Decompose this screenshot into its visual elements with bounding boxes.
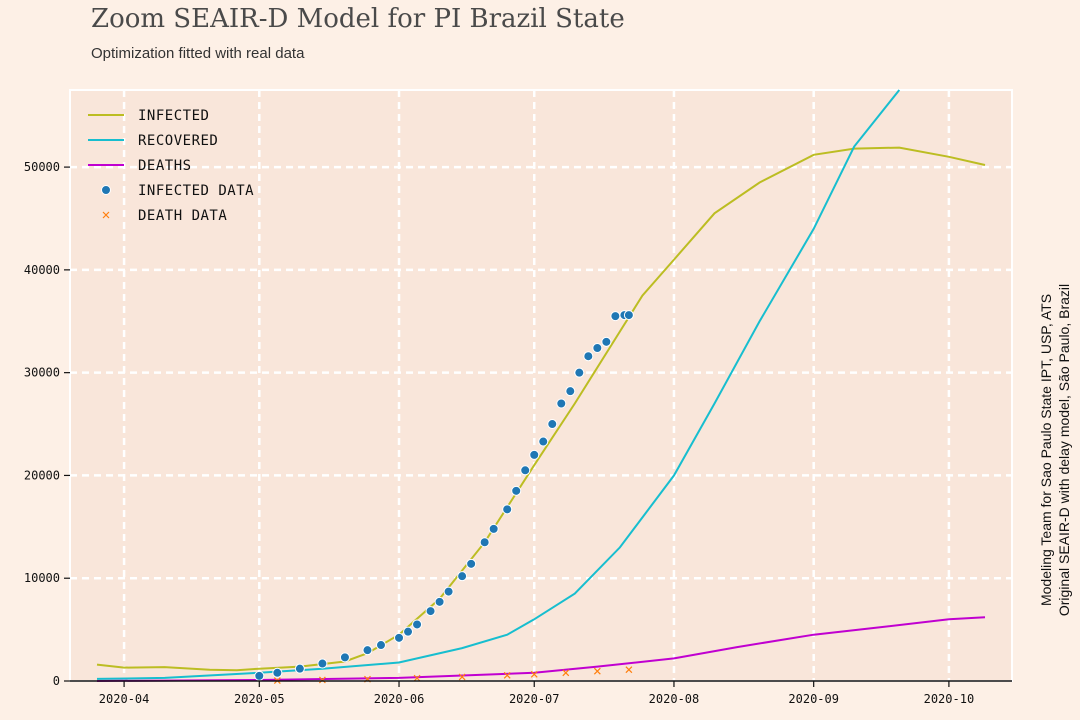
infected-data-point	[520, 465, 531, 476]
legend-label: RECOVERED	[138, 133, 218, 149]
infected-data-point	[547, 419, 558, 430]
credit-line-1: Modeling Team for Sao Paulo State IPT, U…	[1038, 294, 1054, 606]
x-tick-label: 2020-06	[374, 692, 425, 706]
infected-data-point	[403, 626, 414, 637]
infected-data-point	[610, 311, 621, 322]
infected-data-point	[479, 537, 490, 548]
x-tick-label: 2020-07	[509, 692, 560, 706]
infected-data-point	[375, 640, 386, 651]
infected-data-point	[254, 670, 265, 681]
credit-text: Modeling Team for Sao Paulo State IPT, U…	[1038, 284, 1072, 616]
infected-data-point	[574, 367, 585, 378]
infected-data-point	[425, 606, 436, 617]
series-line-recovered	[96, 89, 901, 680]
infected-data-point	[394, 632, 405, 643]
death-data-point	[458, 673, 466, 681]
legend-label: INFECTED	[138, 108, 209, 124]
chart-marks	[96, 89, 986, 685]
y-tick-label: 0	[53, 674, 60, 688]
legend-swatch-dot	[101, 185, 111, 195]
death-data-point	[530, 670, 538, 678]
infected-data-point	[443, 586, 454, 597]
infected-data-point	[623, 310, 634, 321]
y-tick-label: 10000	[24, 571, 60, 585]
legend-label: INFECTED DATA	[138, 183, 254, 199]
infected-data-point	[362, 645, 373, 656]
x-tick-label: 2020-04	[99, 692, 150, 706]
infected-data-point	[502, 504, 513, 515]
credit-line-2: Original SEAIR-D with delay model, São P…	[1056, 284, 1072, 616]
death-data-point	[318, 676, 326, 684]
infected-data-point	[272, 667, 283, 678]
infected-data-point	[434, 596, 445, 607]
infected-data-point	[565, 386, 576, 397]
infected-data-point	[488, 523, 499, 534]
infected-data-point	[466, 558, 477, 569]
infected-data-point	[457, 571, 468, 582]
y-tick-label: 40000	[24, 263, 60, 277]
legend-label: DEATHS	[138, 158, 192, 174]
infected-data-point	[317, 658, 328, 669]
chart-title: Zoom SEAIR-D Model for PI Brazil State	[91, 4, 625, 34]
infected-data-point	[339, 652, 350, 663]
y-tick-label: 20000	[24, 468, 60, 482]
death-data-point	[593, 667, 601, 675]
plot-area	[70, 90, 1012, 681]
axes: 2020-04 2020-05 2020-06 2020-07 2020-08 2020-…	[24, 160, 1012, 706]
y-tick-label: 50000	[24, 160, 60, 174]
infected-data-point	[592, 342, 603, 353]
chart-subtitle: Optimization fitted with real data	[91, 45, 305, 62]
x-tick-label: 2020-05	[234, 692, 285, 706]
death-data-point	[562, 669, 570, 677]
series-line-deaths	[96, 616, 986, 682]
series-line-infected	[96, 146, 986, 672]
grid-lines	[69, 89, 1013, 682]
legend: INFECTED RECOVERED DEATHS INFECTED DATA DEAT…	[88, 108, 254, 224]
y-tick-label: 30000	[24, 366, 60, 380]
infected-data-point	[601, 336, 612, 347]
infected-data-point	[529, 449, 540, 460]
infected-data-point	[556, 398, 567, 409]
death-data-point	[413, 674, 421, 682]
x-tick-label: 2020-08	[649, 692, 700, 706]
infected-data-point	[511, 485, 522, 496]
death-data-point	[503, 671, 511, 679]
infected-data-point	[294, 663, 305, 674]
legend-label: DEATH DATA	[138, 208, 227, 224]
x-tick-label: 2020-09	[788, 692, 839, 706]
infected-data-point	[583, 351, 594, 362]
infected-data-point	[412, 619, 423, 630]
death-data-point	[625, 666, 633, 674]
x-tick-label: 2020-10	[924, 692, 975, 706]
legend-swatch-x	[102, 211, 110, 219]
infected-data-point	[538, 436, 549, 447]
